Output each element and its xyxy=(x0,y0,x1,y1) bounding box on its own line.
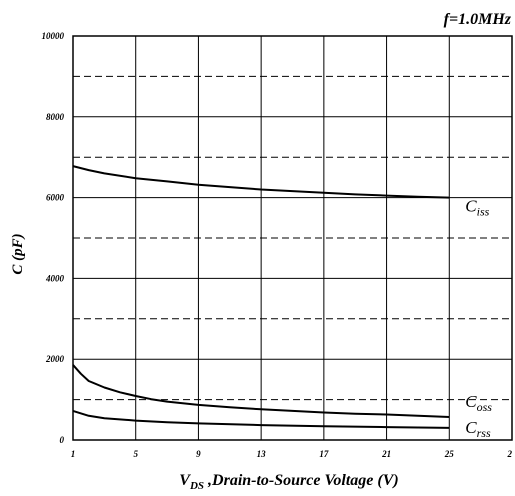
y-tick-label: 6000 xyxy=(46,193,65,203)
x-axis-label-symbol: V xyxy=(179,472,191,489)
series-label-symbol: C xyxy=(465,418,477,437)
series-line-rss xyxy=(72,409,450,429)
y-tick-label: 8000 xyxy=(46,112,65,122)
series-line-oss xyxy=(72,364,450,418)
x-axis-label-text: ,Drain-to-Source Voltage (V) xyxy=(204,472,399,489)
x-axis-label: VDS ,Drain-to-Source Voltage (V) xyxy=(179,472,398,492)
series-lines xyxy=(72,165,450,429)
x-tick-label: 13 xyxy=(257,449,267,459)
x-tick-label: 9 xyxy=(196,449,201,459)
x-tick-label: 1 xyxy=(71,449,76,459)
series-label-iss: Ciss xyxy=(465,197,489,219)
x-axis-label-subscript: DS xyxy=(189,480,204,492)
series-label-oss: Coss xyxy=(465,392,492,414)
series-label-subscript: rss xyxy=(477,426,491,440)
x-tick-label: 2 xyxy=(507,449,513,459)
frequency-annotation: f=1.0MHz xyxy=(444,11,512,28)
series-label-rss: Crss xyxy=(465,418,491,440)
y-tick-label: 2000 xyxy=(45,354,65,364)
y-tick-label: 10000 xyxy=(42,31,65,41)
x-tick-labels: 1 5 9 13 17 21 25 2 xyxy=(71,449,513,459)
y-axis-label: C (pF) xyxy=(10,233,26,274)
series-label-symbol: C xyxy=(465,197,477,216)
series-label-subscript: oss xyxy=(477,400,493,414)
solid-gridlines xyxy=(73,36,512,440)
plot-frame xyxy=(72,35,513,441)
x-tick-label: 25 xyxy=(444,449,455,459)
series-label-symbol: C xyxy=(465,392,477,411)
y-tick-label: 4000 xyxy=(45,273,65,283)
x-tick-label: 21 xyxy=(381,449,391,459)
dashed-gridlines xyxy=(73,75,512,401)
y-tick-labels: 0 2000 4000 6000 8000 10000 xyxy=(42,31,65,445)
y-tick-label: 0 xyxy=(60,435,65,445)
series-line-iss xyxy=(72,165,450,199)
series-label-subscript: iss xyxy=(477,205,490,219)
x-tick-label: 5 xyxy=(133,449,138,459)
x-tick-label: 17 xyxy=(319,449,329,459)
